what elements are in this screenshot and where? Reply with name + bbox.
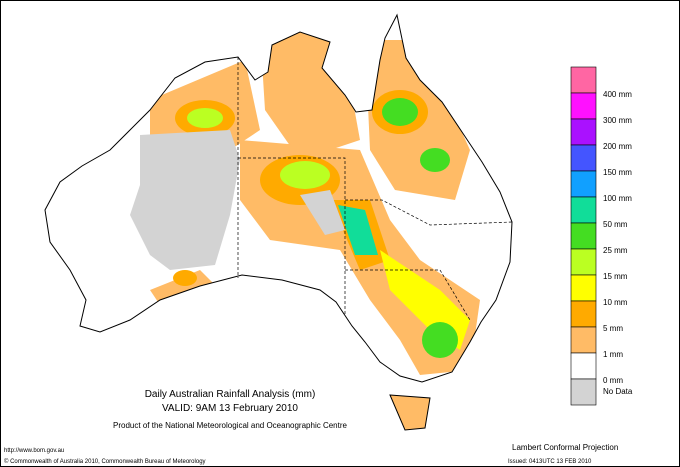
product-note: Product of the National Meteorological a… (113, 421, 347, 430)
legend-swatch (570, 378, 597, 406)
legend-label: 5 mm (603, 324, 623, 333)
legend-label: 200 mm (603, 142, 632, 151)
map-title: Daily Australian Rainfall Analysis (mm) (145, 389, 316, 400)
legend-swatch (570, 118, 597, 146)
legend-label: 100 mm (603, 194, 632, 203)
legend-swatch (570, 92, 597, 120)
legend-swatch (570, 196, 597, 224)
copyright: © Commonwealth of Australia 2010, Common… (4, 458, 206, 465)
legend-label: 25 mm (603, 246, 628, 255)
url: http://www.bom.gov.au (4, 448, 64, 454)
legend-label: 10 mm (603, 298, 628, 307)
legend-swatch (570, 300, 597, 328)
legend-label: 15 mm (603, 272, 628, 281)
legend-swatch (570, 326, 597, 354)
legend-swatch (570, 222, 597, 250)
legend-label: No Data (603, 387, 633, 396)
legend-label: 1 mm (603, 350, 623, 359)
legend-swatch (570, 144, 597, 172)
legend-label: 50 mm (603, 220, 628, 229)
legend-swatch (570, 66, 597, 94)
legend-swatch (570, 274, 597, 302)
legend-label: 150 mm (603, 168, 632, 177)
tasmania (389, 394, 431, 431)
legend-swatch (570, 170, 597, 198)
legend-label: 0 mm (603, 376, 623, 385)
legend-swatch (570, 352, 597, 380)
projection: Lambert Conformal Projection (512, 443, 618, 452)
legend-label: 300 mm (603, 116, 632, 125)
legend: 400 mm 300 mm 200 mm 150 mm 100 mm 50 mm 25 mm… (570, 66, 633, 406)
legend-swatch (570, 248, 597, 276)
valid-date: VALID: 9AM 13 February 2010 (162, 403, 298, 414)
state-borders (237, 57, 513, 321)
issued: Issued: 0413UTC 13 FEB 2010 (508, 459, 592, 465)
legend-label: 400 mm (603, 90, 632, 99)
